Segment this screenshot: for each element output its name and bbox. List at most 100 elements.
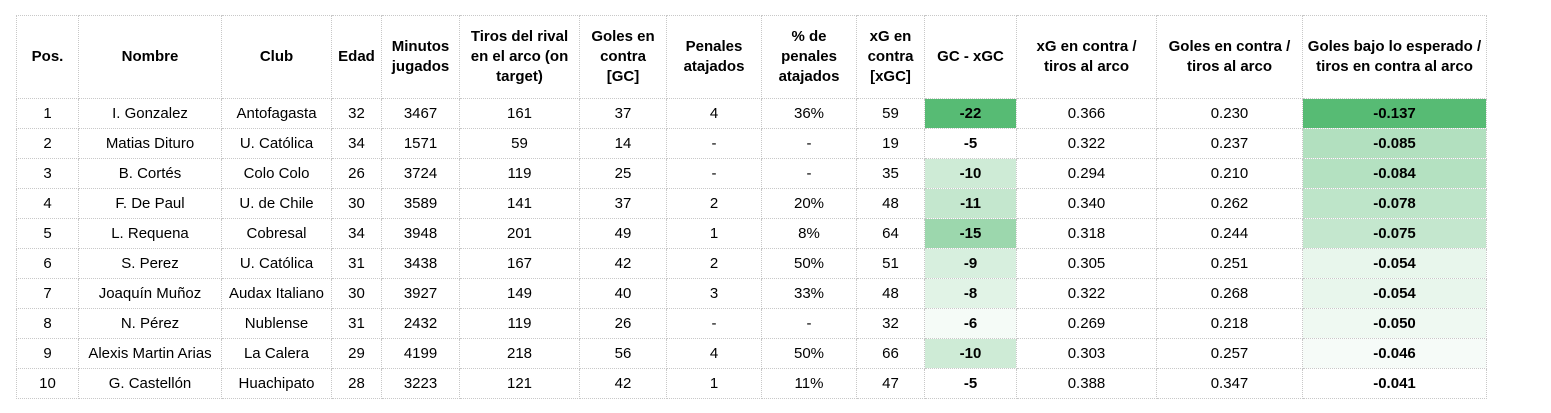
table-row: 5 L. Requena Cobresal 34 3948 201 49 1 8% 64 -15 0.… xyxy=(16,218,1487,249)
cell-edad: 30 xyxy=(331,188,382,219)
cell-xgc: 66 xyxy=(856,338,925,369)
cell-edad: 29 xyxy=(331,338,382,369)
column-header-minutos: Minutos jugados xyxy=(381,15,460,99)
cell-nombre: F. De Paul xyxy=(78,188,222,219)
cell-club: Cobresal xyxy=(221,218,332,249)
cell-tiros: 149 xyxy=(459,278,580,309)
cell-tiros: 201 xyxy=(459,218,580,249)
cell-xgc: 35 xyxy=(856,158,925,189)
cell-club: Nublense xyxy=(221,308,332,339)
table-row: 10 G. Castellón Huachipato 28 3223 121 42 1 11% 4… xyxy=(16,368,1487,399)
cell-gc: 37 xyxy=(579,98,667,129)
cell-edad: 31 xyxy=(331,248,382,279)
cell-club: Audax Italiano xyxy=(221,278,332,309)
cell-minutos: 1571 xyxy=(381,128,460,159)
cell-xgc: 59 xyxy=(856,98,925,129)
cell-minutos: 3223 xyxy=(381,368,460,399)
column-header-pct-penales: % de penales atajados xyxy=(761,15,857,99)
table-row: 8 N. Pérez Nublense 31 2432 119 26- -32 -6 0.269 0… xyxy=(16,308,1487,339)
cell-xgc: 48 xyxy=(856,278,925,309)
cell-xgc: 19 xyxy=(856,128,925,159)
cell-gc: 40 xyxy=(579,278,667,309)
cell-gc-tiros: 0.268 xyxy=(1156,278,1303,309)
column-header-gc: Goles en contra [GC] xyxy=(579,15,667,99)
cell-penales: - xyxy=(666,158,762,189)
cell-penales: 1 xyxy=(666,218,762,249)
cell-minutos: 3927 xyxy=(381,278,460,309)
table-body: 1 I. Gonzalez Antofagasta 32 3467 161 37 4 36% 59… xyxy=(16,98,1487,399)
goalkeeper-stats-table: Pos. Nombre Club Edad Minutos jugados Tiros d… xyxy=(16,15,1487,399)
table-row: 1 I. Gonzalez Antofagasta 32 3467 161 37 4 36% 59… xyxy=(16,98,1487,129)
cell-pct-penales: - xyxy=(761,158,857,189)
cell-gc-tiros: 0.244 xyxy=(1156,218,1303,249)
cell-club: U. Católica xyxy=(221,128,332,159)
cell-pct-penales: 50% xyxy=(761,338,857,369)
cell-xg-tiros: 0.318 xyxy=(1016,218,1157,249)
column-header-penales: Penales atajados xyxy=(666,15,762,99)
table-row: 2 Matias Dituro U. Católica 34 1571 59 14- -19-… xyxy=(16,128,1487,159)
cell-xgc: 48 xyxy=(856,188,925,219)
cell-pct-penales: 36% xyxy=(761,98,857,129)
cell-nombre: L. Requena xyxy=(78,218,222,249)
cell-nombre: N. Pérez xyxy=(78,308,222,339)
cell-nombre: G. Castellón xyxy=(78,368,222,399)
cell-edad: 32 xyxy=(331,98,382,129)
cell-bajo-esperado: -0.054 xyxy=(1302,278,1487,309)
cell-minutos: 3724 xyxy=(381,158,460,189)
column-header-bajo-esperado: Goles bajo lo esperado / tiros en contra… xyxy=(1302,15,1487,99)
column-header-pos: Pos. xyxy=(16,15,79,99)
cell-pos: 7 xyxy=(16,278,79,309)
cell-gc-tiros: 0.218 xyxy=(1156,308,1303,339)
cell-gc: 37 xyxy=(579,188,667,219)
cell-xg-tiros: 0.322 xyxy=(1016,278,1157,309)
cell-edad: 31 xyxy=(331,308,382,339)
cell-pos: 10 xyxy=(16,368,79,399)
cell-bajo-esperado: -0.054 xyxy=(1302,248,1487,279)
table-row: 6 S. Perez U. Católica 31 3438 167 42 2 50% 51 -9 0… xyxy=(16,248,1487,279)
cell-gc-xgc: -10 xyxy=(924,338,1017,369)
cell-xg-tiros: 0.303 xyxy=(1016,338,1157,369)
cell-tiros: 119 xyxy=(459,158,580,189)
cell-gc-xgc: -15 xyxy=(924,218,1017,249)
cell-pos: 1 xyxy=(16,98,79,129)
cell-tiros: 59 xyxy=(459,128,580,159)
cell-xg-tiros: 0.269 xyxy=(1016,308,1157,339)
cell-penales: - xyxy=(666,308,762,339)
cell-gc-xgc: -10 xyxy=(924,158,1017,189)
cell-bajo-esperado: -0.085 xyxy=(1302,128,1487,159)
column-header-club: Club xyxy=(221,15,332,99)
cell-penales: 1 xyxy=(666,368,762,399)
cell-edad: 34 xyxy=(331,218,382,249)
cell-tiros: 167 xyxy=(459,248,580,279)
cell-penales: 3 xyxy=(666,278,762,309)
cell-nombre: Joaquín Muñoz xyxy=(78,278,222,309)
cell-bajo-esperado: -0.075 xyxy=(1302,218,1487,249)
cell-nombre: I. Gonzalez xyxy=(78,98,222,129)
cell-gc-xgc: -5 xyxy=(924,128,1017,159)
cell-gc-tiros: 0.262 xyxy=(1156,188,1303,219)
cell-penales: 2 xyxy=(666,188,762,219)
table-header: Pos. Nombre Club Edad Minutos jugados Tiros d… xyxy=(16,15,1487,99)
cell-penales: - xyxy=(666,128,762,159)
cell-tiros: 121 xyxy=(459,368,580,399)
cell-club: U. de Chile xyxy=(221,188,332,219)
cell-xgc: 64 xyxy=(856,218,925,249)
cell-pos: 9 xyxy=(16,338,79,369)
cell-xgc: 51 xyxy=(856,248,925,279)
cell-pos: 4 xyxy=(16,188,79,219)
cell-nombre: B. Cortés xyxy=(78,158,222,189)
cell-gc-tiros: 0.347 xyxy=(1156,368,1303,399)
cell-bajo-esperado: -0.137 xyxy=(1302,98,1487,129)
cell-gc-xgc: -8 xyxy=(924,278,1017,309)
cell-minutos: 2432 xyxy=(381,308,460,339)
table-row: 4 F. De Paul U. de Chile 30 3589 141 37 2 20% 48-… xyxy=(16,188,1487,219)
cell-gc-tiros: 0.237 xyxy=(1156,128,1303,159)
cell-pct-penales: 50% xyxy=(761,248,857,279)
table-row: 3 B. Cortés Colo Colo 26 3724 119 25- -35 -10 0.2… xyxy=(16,158,1487,189)
cell-minutos: 3467 xyxy=(381,98,460,129)
cell-edad: 34 xyxy=(331,128,382,159)
cell-club: U. Católica xyxy=(221,248,332,279)
cell-xg-tiros: 0.340 xyxy=(1016,188,1157,219)
cell-bajo-esperado: -0.041 xyxy=(1302,368,1487,399)
cell-minutos: 4199 xyxy=(381,338,460,369)
